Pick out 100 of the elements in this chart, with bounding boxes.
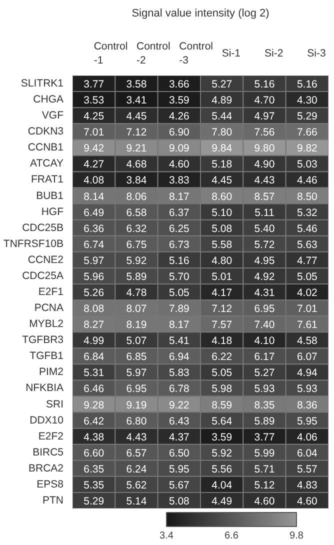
- data-label: 4.30: [296, 94, 318, 107]
- data-label: 4.26: [168, 110, 190, 123]
- data-label: 4.08: [84, 174, 104, 187]
- x-tick-label: Control -2: [136, 40, 170, 67]
- data-label: 6.07: [296, 351, 318, 364]
- data-label: 6.36: [84, 222, 104, 235]
- y-tick-label: FRAT1: [31, 174, 64, 186]
- data-label: 3.77: [84, 78, 104, 91]
- data-label: 6.50: [168, 447, 190, 460]
- data-label: 5.05: [168, 287, 190, 299]
- data-label: 6.80: [126, 415, 147, 428]
- data-label: 5.27: [254, 367, 275, 380]
- data-label: 8.59: [212, 399, 232, 412]
- data-label: 5.95: [168, 463, 190, 476]
- data-label: 4.94: [296, 367, 318, 380]
- data-label: 4.43: [254, 174, 275, 187]
- data-label: 5.16: [168, 254, 190, 267]
- data-label: 4.18: [212, 335, 232, 348]
- data-label: 4.43: [126, 431, 147, 444]
- data-label: 9.82: [296, 142, 318, 155]
- data-label: 5.10: [212, 206, 232, 219]
- chart-title: Signal value intensity (log 2): [132, 8, 270, 20]
- data-label: 7.01: [84, 126, 104, 139]
- color-bar-label: 3.4: [160, 530, 174, 542]
- data-label: 7.12: [126, 126, 147, 139]
- data-label: 4.37: [168, 431, 190, 444]
- data-label: 4.60: [254, 495, 275, 508]
- data-label: 3.84: [126, 174, 147, 187]
- data-label: 4.60: [168, 158, 190, 171]
- data-label: 4.97: [254, 110, 275, 123]
- data-label: 4.04: [212, 479, 232, 492]
- data-label: 8.35: [254, 399, 275, 412]
- data-label: 5.27: [212, 78, 232, 91]
- data-label: 5.40: [254, 222, 275, 235]
- y-tick-label: TNFRSF10B: [3, 238, 64, 250]
- data-label: 4.46: [296, 174, 318, 187]
- data-label: 6.74: [84, 238, 104, 251]
- data-label: 6.58: [126, 206, 147, 219]
- data-label: 4.99: [84, 335, 104, 348]
- data-label: 9.28: [84, 399, 104, 412]
- data-label: 6.37: [168, 206, 190, 219]
- data-label: 5.14: [126, 495, 147, 508]
- data-label: 6.75: [126, 238, 147, 251]
- data-label: 3.66: [168, 78, 190, 91]
- data-label: 6.17: [254, 351, 275, 364]
- data-label: 8.60: [212, 190, 232, 203]
- data-label: 5.46: [296, 222, 318, 235]
- data-label: 9.09: [168, 142, 190, 155]
- data-label: 5.96: [84, 270, 104, 283]
- data-label: 5.95: [296, 415, 318, 428]
- data-label: 4.70: [254, 94, 275, 107]
- data-label: 4.83: [296, 479, 318, 492]
- data-label: 4.38: [84, 431, 104, 444]
- data-label: 5.97: [84, 254, 104, 267]
- y-tick-label: TGFB1: [30, 350, 64, 362]
- data-label: 5.18: [212, 158, 232, 171]
- y-tick-label: CCNE2: [28, 254, 64, 266]
- data-label: 5.16: [296, 78, 318, 91]
- data-label: 3.77: [254, 431, 275, 444]
- y-tick-label: BRCA2: [28, 462, 64, 474]
- data-label: 9.84: [212, 142, 232, 155]
- y-tick-label: CCNB1: [28, 142, 64, 154]
- data-label: 5.56: [212, 463, 232, 476]
- data-label: 6.46: [84, 383, 104, 396]
- data-label: 3.41: [126, 94, 147, 107]
- data-label: 6.32: [126, 222, 147, 235]
- data-label: 7.40: [254, 319, 275, 332]
- data-label: 8.57: [254, 190, 275, 203]
- data-label: 7.57: [212, 319, 232, 332]
- x-tick-label: Si-3: [307, 48, 326, 60]
- data-label: 6.42: [84, 415, 104, 428]
- data-label: 5.97: [126, 367, 147, 380]
- data-label: 8.07: [126, 303, 147, 316]
- data-label: 3.59: [168, 94, 190, 107]
- data-label: 5.58: [212, 238, 232, 251]
- data-label: 5.98: [212, 383, 232, 396]
- y-tick-label: CDC25A: [22, 270, 64, 282]
- data-label: 4.68: [126, 158, 147, 171]
- y-tick-label: SLITRK1: [20, 78, 64, 90]
- x-tick-label: Control -3: [179, 40, 214, 67]
- data-label: 8.14: [84, 190, 104, 203]
- data-label: 5.12: [254, 479, 275, 492]
- data-label: 6.25: [168, 222, 190, 235]
- data-label: 4.17: [212, 287, 232, 299]
- data-label: 5.99: [254, 447, 275, 460]
- data-label: 4.02: [296, 287, 318, 299]
- data-label: 8.27: [84, 319, 104, 332]
- data-label: 5.26: [84, 287, 104, 299]
- y-tick-label: MYBL2: [29, 318, 64, 330]
- data-label: 8.36: [296, 399, 318, 412]
- data-label: 6.90: [168, 126, 190, 139]
- y-tick-label: HGF: [41, 206, 64, 218]
- data-label: 6.04: [296, 447, 318, 460]
- data-label: 5.93: [296, 383, 318, 396]
- data-label: 5.44: [212, 110, 232, 123]
- data-label: 4.92: [254, 270, 275, 283]
- data-label: 5.03: [296, 158, 318, 171]
- y-tick-label: BIRC5: [32, 446, 64, 458]
- data-label: 5.01: [212, 270, 232, 283]
- y-tick-label: SRI: [46, 398, 64, 410]
